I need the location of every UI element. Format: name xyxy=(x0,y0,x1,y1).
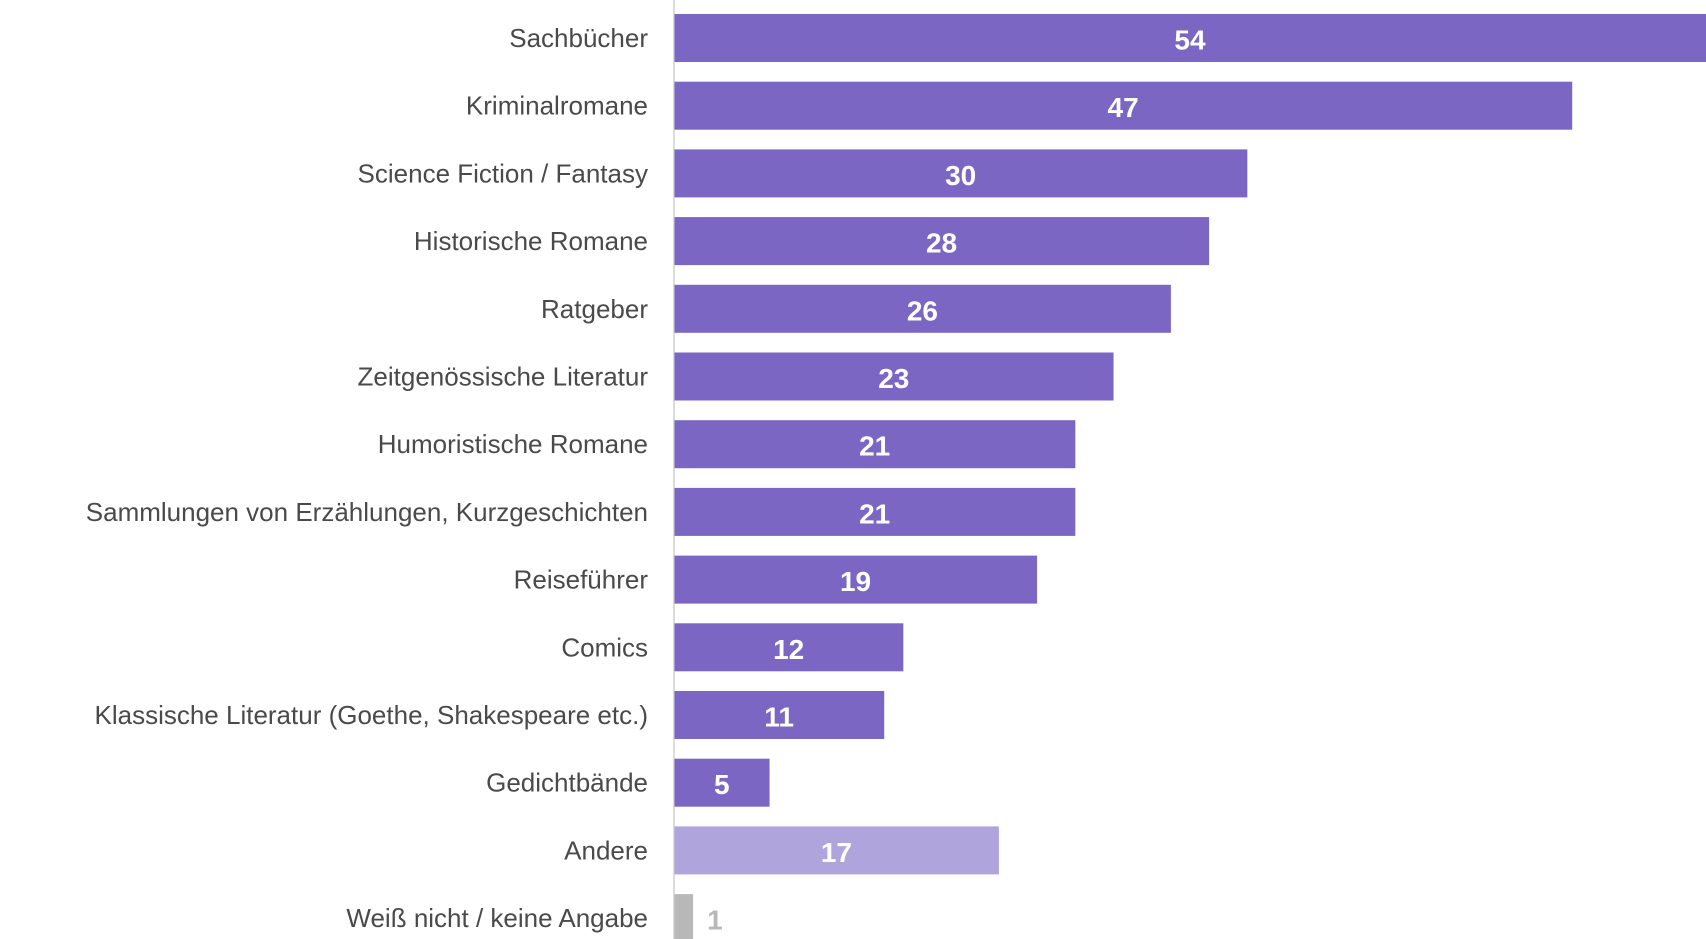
category-label: Ratgeber xyxy=(541,294,648,324)
bar xyxy=(674,420,1076,469)
bar xyxy=(674,691,885,739)
bar xyxy=(674,894,694,939)
category-label: Kriminalromane xyxy=(466,91,648,121)
value-label: 17 xyxy=(821,837,852,868)
category-label: Andere xyxy=(564,835,648,865)
category-label: Science Fiction / Fantasy xyxy=(358,158,648,188)
category-label: Reiseführer xyxy=(514,565,649,595)
category-label: Sachbücher xyxy=(509,23,648,53)
bar xyxy=(674,14,1706,62)
bars-group xyxy=(674,14,1706,939)
category-label: Humoristische Romane xyxy=(378,429,648,459)
value-label: 12 xyxy=(773,634,804,665)
category-label: Sammlungen von Erzählungen, Kurzgeschich… xyxy=(86,497,648,527)
bar xyxy=(674,487,1076,536)
bar xyxy=(674,149,1248,198)
value-label: 21 xyxy=(859,431,890,462)
bar xyxy=(674,758,770,807)
value-label: 1 xyxy=(707,905,723,936)
value-label: 23 xyxy=(878,363,909,394)
value-label: 5 xyxy=(714,769,730,800)
value-label: 47 xyxy=(1108,92,1139,123)
value-labels-group: 54 47 30 28 26 23 21 21 19 12 11 5 17 1 xyxy=(707,25,1206,936)
bar xyxy=(674,284,1171,333)
category-label: Historische Romane xyxy=(414,226,648,256)
category-label: Klassische Literatur (Goethe, Shakespear… xyxy=(94,700,648,730)
bar xyxy=(674,623,904,672)
value-label: 30 xyxy=(945,160,976,191)
bar xyxy=(674,352,1114,401)
category-label: Gedichtbände xyxy=(486,768,648,798)
bar xyxy=(674,217,1210,266)
value-label: 19 xyxy=(840,566,871,597)
value-label: 28 xyxy=(926,228,957,259)
value-label: 54 xyxy=(1174,25,1206,56)
value-label: 26 xyxy=(907,295,938,326)
category-labels-group: Sachbücher Kriminalromane Science Fiction … xyxy=(86,23,649,933)
bar xyxy=(674,826,999,875)
category-label: Weiß nicht / keine Angabe xyxy=(346,903,648,933)
bar xyxy=(674,555,1038,604)
value-label: 21 xyxy=(859,498,890,529)
bar xyxy=(674,81,1573,130)
category-label: Comics xyxy=(561,632,648,662)
value-label: 11 xyxy=(764,702,794,733)
category-label: Zeitgenössische Literatur xyxy=(358,362,649,392)
